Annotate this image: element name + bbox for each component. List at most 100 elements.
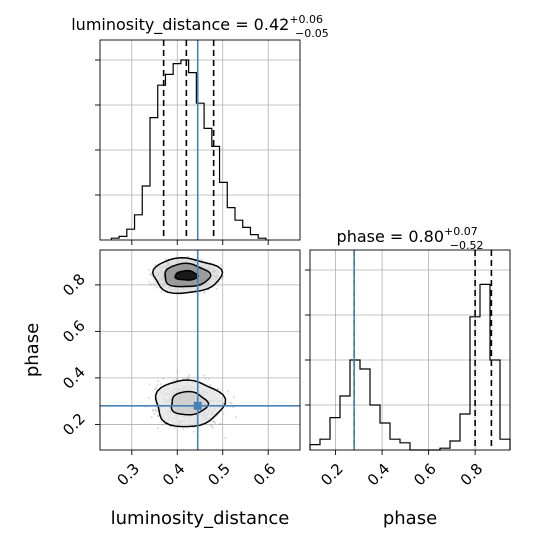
scatter-point xyxy=(169,425,172,428)
scatter-point xyxy=(222,402,225,404)
phase-histogram xyxy=(309,283,511,451)
phase-title-sup: +0.07 xyxy=(444,225,478,238)
scatter-point xyxy=(219,423,222,426)
contour-0-2 xyxy=(151,256,224,295)
luminosity-distance-histogram-ticks xyxy=(95,59,269,245)
scatter-point xyxy=(219,390,222,392)
scatter-point xyxy=(214,422,217,425)
scatter-point xyxy=(160,291,163,293)
scatter-point xyxy=(222,275,225,278)
scatter-point xyxy=(186,377,189,380)
scatter-point xyxy=(187,255,190,258)
scatter-point xyxy=(148,281,151,284)
phase-axis-label: phase xyxy=(22,323,43,377)
scatter-point xyxy=(150,416,153,418)
luminosity-distance-histogram xyxy=(110,59,267,240)
scatter-point xyxy=(153,413,156,415)
scatter-point xyxy=(212,420,214,423)
scatter-point xyxy=(216,388,219,391)
phase-hist-xtick-label-1: 0.4 xyxy=(364,460,394,490)
scatter-point xyxy=(149,283,152,286)
scatter-frame xyxy=(99,249,301,451)
scatter-point xyxy=(151,409,154,412)
scatter-point xyxy=(154,284,156,287)
scatter-point xyxy=(192,431,195,433)
phase-vs-luminosity-distance-panel: 0.3 0.4 0.5 0.6 0.2 0.4 0.6 0.8 luminosity_dist… xyxy=(22,249,301,529)
scatter-point xyxy=(172,379,175,382)
luminosity-distance-quantile-lines xyxy=(162,40,215,240)
phase-histogram-grid xyxy=(310,250,510,450)
scatter-point xyxy=(232,406,235,409)
scatter-point xyxy=(175,377,178,380)
scatter-point xyxy=(148,397,150,400)
scatter-point xyxy=(182,428,185,431)
scatter-truth-marker xyxy=(193,401,202,410)
scatter-point xyxy=(218,281,220,283)
scatter-density-shading xyxy=(152,258,223,427)
scatter-point xyxy=(155,386,158,389)
phase-title: phase = 0.80+0.07 −0.52 xyxy=(337,225,484,252)
luminosity-distance-title-sub: −0.05 xyxy=(295,27,329,40)
scatter-point xyxy=(202,374,205,377)
luminosity-distance-histogram-grid xyxy=(100,40,300,240)
scatter-point xyxy=(154,263,157,266)
scatter-point xyxy=(203,291,205,294)
phase-quantile-lines xyxy=(353,250,493,450)
scatter-point xyxy=(221,277,223,280)
scatter-point xyxy=(210,425,213,427)
scatter-point xyxy=(161,423,164,426)
scatter-point xyxy=(152,282,155,285)
scatter-point xyxy=(156,286,158,289)
scatter-point xyxy=(226,390,229,392)
scatter-point xyxy=(219,423,222,425)
scatter-point xyxy=(157,415,159,418)
scatter-xtick-label-3: 0.6 xyxy=(250,460,280,490)
scatter-point xyxy=(176,370,179,373)
scatter-point xyxy=(215,287,218,290)
scatter-ytick-label-1: 0.4 xyxy=(59,363,89,393)
scatter-point xyxy=(156,384,159,387)
luminosity-distance-title: luminosity_distance = 0.42+0.06 −0.05 xyxy=(71,13,329,40)
ld-hist-step xyxy=(110,59,267,240)
scatter-point xyxy=(216,388,219,391)
scatter-point xyxy=(154,409,157,412)
phase-hist-xtick-label-0: 0.2 xyxy=(317,460,347,490)
scatter-point xyxy=(186,377,189,379)
scatter-point xyxy=(230,402,233,405)
scatter-point xyxy=(224,436,227,439)
scatter-ytick-label-2: 0.6 xyxy=(59,317,89,347)
phase-histogram-frame xyxy=(309,249,511,451)
scatter-point xyxy=(152,408,154,411)
phase-histogram-panel: phase = 0.80+0.07 −0.52 0.2 0.4 0.6 0.8 phas… xyxy=(305,225,511,529)
scatter-point xyxy=(207,378,210,381)
scatter-point xyxy=(233,396,235,399)
scatter-point xyxy=(159,383,162,385)
scatter-point xyxy=(188,374,191,377)
scatter-xtick-label-2: 0.5 xyxy=(204,460,234,490)
scatter-ytick-label-0: 0.2 xyxy=(59,410,89,440)
scatter-point xyxy=(156,427,159,430)
scatter-point xyxy=(154,388,157,391)
scatter-point xyxy=(229,401,232,404)
upper-density-core xyxy=(175,270,198,281)
luminosity-distance-axis-label: luminosity_distance xyxy=(111,508,290,529)
scatter-point xyxy=(150,273,152,276)
scatter-xtick-label-1: 0.4 xyxy=(159,460,189,490)
scatter-ticks: 0.3 0.4 0.5 0.6 0.2 0.4 0.6 0.8 xyxy=(59,270,279,489)
scatter-truth-lines xyxy=(100,250,300,450)
scatter-point xyxy=(149,273,152,275)
scatter-point xyxy=(157,414,160,417)
scatter-point xyxy=(164,258,167,260)
contour-0-0 xyxy=(174,269,199,281)
scatter-point xyxy=(187,376,190,378)
phase-histogram-ticks: 0.2 0.4 0.6 0.8 xyxy=(305,269,486,490)
contour-1-1 xyxy=(154,379,227,428)
scatter-point xyxy=(220,264,223,267)
phase-x-axis-label: phase xyxy=(383,508,437,529)
scatter-point xyxy=(173,427,176,430)
scatter-point xyxy=(148,383,151,386)
phase-title-sub: −0.52 xyxy=(450,239,484,252)
phase-hist-xtick-label-2: 0.6 xyxy=(410,460,440,490)
phase-title-prefix: phase = 0.80 xyxy=(337,227,444,246)
